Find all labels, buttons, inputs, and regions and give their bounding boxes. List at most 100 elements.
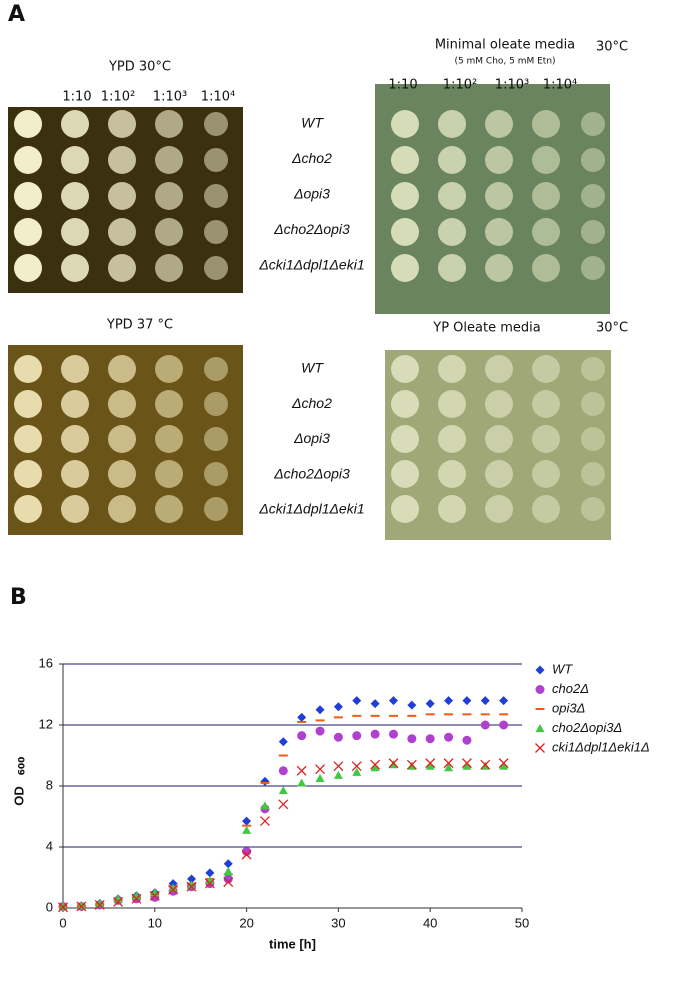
data-point <box>297 731 307 741</box>
colony-spot <box>108 146 136 174</box>
colony-spot <box>438 182 466 210</box>
colony-spot <box>14 146 42 174</box>
x-tick-label: 50 <box>515 915 529 930</box>
colony-spot <box>108 218 136 246</box>
colony-spot <box>438 146 466 174</box>
data-point <box>499 720 509 730</box>
data-point <box>297 778 307 787</box>
data-point <box>260 816 270 827</box>
colony-spot <box>61 146 89 174</box>
data-point <box>461 758 472 769</box>
data-point <box>425 734 435 744</box>
data-point <box>352 731 362 741</box>
data-point <box>242 847 252 857</box>
strain-label: Δopi3 <box>293 186 330 202</box>
colony-spot <box>485 460 513 488</box>
data-point <box>223 877 234 888</box>
data-point <box>352 696 362 706</box>
data-point <box>58 901 68 911</box>
colony-spot <box>14 254 42 282</box>
colony-spot <box>14 460 42 488</box>
panel-label: A <box>8 2 25 27</box>
data-point <box>425 758 436 769</box>
plate-temperature: 30°C <box>596 321 628 336</box>
data-point <box>333 761 344 772</box>
strain-label: Δopi3 <box>293 430 330 446</box>
legend-label: cho2Δopi3Δ <box>552 720 622 735</box>
colony-spot <box>581 256 605 280</box>
data-point <box>296 765 307 776</box>
data-point <box>297 712 307 722</box>
colony-spot <box>204 112 228 136</box>
colony-spot <box>14 182 42 210</box>
data-point <box>388 758 399 769</box>
data-point <box>278 786 288 795</box>
colony-spot <box>391 146 419 174</box>
colony-spot <box>485 218 513 246</box>
colony-spot <box>438 390 466 418</box>
plate-title: Minimal oleate media <box>435 38 575 53</box>
data-point <box>113 896 124 907</box>
colony-spot <box>108 355 136 383</box>
colony-spot <box>485 390 513 418</box>
colony-spot <box>108 425 136 453</box>
dilution-label: 1:10⁴ <box>543 78 577 93</box>
colony-spot <box>155 425 183 453</box>
data-point <box>333 732 343 742</box>
strain-label: Δcho2 <box>291 150 332 166</box>
colony-spot <box>532 355 560 383</box>
x-axis-label: time [h] <box>269 936 316 951</box>
y-tick-label: 8 <box>46 777 53 792</box>
data-point <box>241 849 252 860</box>
colony-spot <box>155 460 183 488</box>
data-point <box>535 724 545 733</box>
colony-spot <box>581 112 605 136</box>
data-point <box>370 729 380 739</box>
data-point <box>186 881 197 892</box>
data-point <box>95 898 105 908</box>
dilution-label: 1:10² <box>443 78 477 93</box>
data-point <box>480 759 491 770</box>
colony-spot <box>204 497 228 521</box>
data-point <box>223 866 233 875</box>
colony-spot <box>204 256 228 280</box>
colony-spot <box>581 427 605 451</box>
dilution-label: 1:10³ <box>153 90 187 105</box>
strain-label: WT <box>301 115 324 131</box>
data-point <box>535 685 545 694</box>
data-point <box>260 776 270 786</box>
colony-spot <box>438 355 466 383</box>
data-point <box>499 761 509 770</box>
strain-label: Δcki1Δdpl1Δeki1 <box>258 257 364 273</box>
data-point <box>187 880 197 889</box>
strain-label: Δcki1Δdpl1Δeki1 <box>258 501 364 517</box>
data-point <box>535 743 545 753</box>
plate-title: YPD 37 °C <box>106 318 173 333</box>
colony-spot <box>61 182 89 210</box>
colony-spot <box>61 218 89 246</box>
colony-spot <box>108 495 136 523</box>
colony-spot <box>391 254 419 282</box>
data-point <box>315 773 325 782</box>
colony-spot <box>438 495 466 523</box>
y-axis-label-sub: 600 <box>18 757 28 776</box>
strain-label: Δcho2Δopi3 <box>273 465 350 481</box>
colony-spot <box>532 495 560 523</box>
colony-spot <box>391 355 419 383</box>
data-point <box>168 883 178 892</box>
colony-spot <box>532 218 560 246</box>
dilution-label: 1:10 <box>62 90 91 105</box>
plate-title: YPD 30°C <box>108 60 171 75</box>
colony-spot <box>581 184 605 208</box>
data-point <box>76 901 87 912</box>
colony-spot <box>204 392 228 416</box>
colony-spot <box>14 218 42 246</box>
data-point <box>462 696 472 706</box>
colony-spot <box>14 425 42 453</box>
dilution-label: 1:10³ <box>495 78 529 93</box>
data-point <box>535 665 545 675</box>
colony-spot <box>532 460 560 488</box>
colony-spot <box>581 462 605 486</box>
colony-spot <box>485 146 513 174</box>
